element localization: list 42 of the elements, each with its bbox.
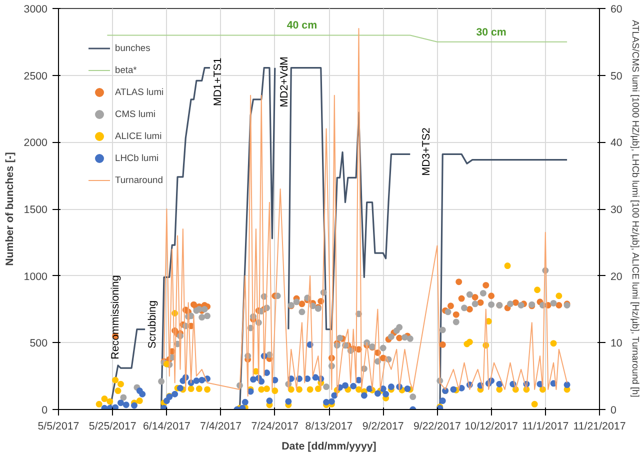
x-tick-label: 10/12/2017 — [464, 420, 518, 432]
annotation: MD3+TS2 — [420, 127, 432, 176]
annotation: MD2+VdM — [278, 56, 291, 108]
y2-tick-label: 0 — [610, 404, 616, 416]
y-tick-label: 0 — [42, 404, 48, 416]
annotation: 40 cm — [286, 19, 318, 32]
legend-label: ALICE lumi — [115, 130, 162, 142]
x-tick-label: 5/5/2017 — [38, 420, 80, 432]
legend-label: Turnaround — [115, 174, 163, 186]
annotation: Recommissioning — [109, 275, 122, 360]
x-tick-label: 7/4/2017 — [200, 420, 242, 432]
y2-tick-label: 30 — [610, 204, 622, 216]
y-tick-label: 2000 — [24, 137, 48, 150]
x-tick-label: 9/2/2017 — [362, 420, 404, 432]
x-tick-label: 9/22/2017 — [413, 420, 461, 432]
y-axis-title: Number of bunches [-] — [4, 152, 16, 266]
legend-label: bunches — [115, 42, 150, 54]
y2-axis-title: ATLAS/CMS lumi [1000 HZ/µb], LHCb lumi [100 Hz/µb], ALICE lumi [Hz/µb], Turnaround [h] — [630, 20, 640, 398]
y2-tick-label: 60 — [610, 4, 622, 16]
legend-label: beta* — [115, 64, 137, 76]
y-tick-label: 500 — [30, 338, 48, 350]
x-tick-label: 5/25/2017 — [88, 420, 136, 432]
legend-label: ATLAS lumi — [115, 86, 164, 98]
annotation: Scrubbing — [146, 300, 159, 348]
y2-tick-label: 40 — [610, 137, 622, 150]
y-tick-label: 1000 — [24, 270, 48, 283]
y-tick-label: 3000 — [24, 4, 48, 16]
legend-label: CMS lumi — [115, 108, 156, 120]
x-tick-label: 11/21/2017 — [573, 420, 626, 432]
x-axis-title: Date [dd/mm/yyyy] — [282, 440, 376, 452]
legend-label: LHCb lumi — [115, 152, 159, 164]
annotation: MD1+TS1 — [212, 58, 224, 106]
y2-tick-label: 20 — [610, 270, 622, 283]
y2-tick-label: 50 — [610, 70, 622, 82]
x-tick-label: 7/24/2017 — [251, 420, 299, 432]
y2-tick-label: 10 — [610, 338, 622, 350]
x-tick-label: 11/1/2017 — [522, 420, 569, 432]
x-tick-label: 6/14/2017 — [142, 420, 190, 432]
y-tick-label: 2500 — [24, 70, 48, 82]
annotation: 30 cm — [476, 26, 506, 39]
x-tick-label: 8/13/2017 — [305, 420, 353, 432]
y-tick-label: 1500 — [24, 204, 48, 216]
